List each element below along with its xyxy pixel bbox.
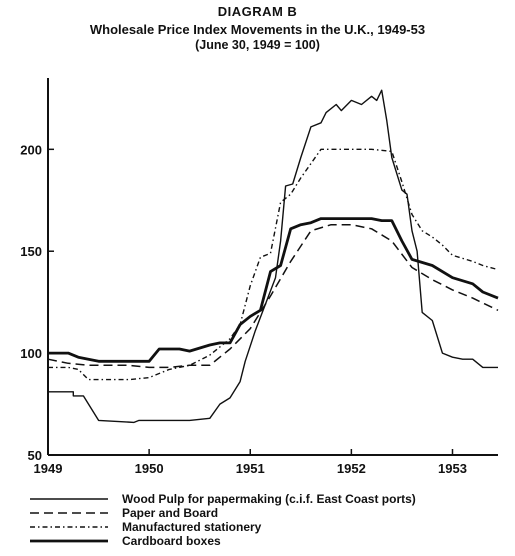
y-tick-label: 50 bbox=[28, 448, 42, 463]
chart-subtitle: (June 30, 1949 = 100) bbox=[195, 38, 320, 52]
y-tick-label: 200 bbox=[20, 142, 42, 157]
x-tick-label: 1950 bbox=[135, 461, 164, 476]
x-tick-label: 1953 bbox=[438, 461, 467, 476]
chart-header: DIAGRAM B Wholesale Price Index Movement… bbox=[0, 0, 515, 52]
y-tick-label: 150 bbox=[20, 244, 42, 259]
series-line-3 bbox=[48, 148, 499, 381]
chart-series bbox=[47, 89, 499, 424]
series-line-2 bbox=[47, 223, 499, 369]
x-tick-label: 1952 bbox=[337, 461, 366, 476]
chart-legend: Wood Pulp for papermaking (c.i.f. East C… bbox=[30, 492, 416, 548]
y-tick-label: 100 bbox=[20, 346, 42, 361]
legend-label-4: Cardboard boxes bbox=[122, 534, 221, 548]
legend-label-1: Wood Pulp for papermaking (c.i.f. East C… bbox=[122, 492, 416, 506]
legend-label-2: Paper and Board bbox=[122, 506, 218, 520]
x-tick-label: 1949 bbox=[34, 461, 63, 476]
chart-axes: 50 100 150 200 1949 1950 1951 1952 1953 bbox=[20, 78, 498, 476]
x-tick-label: 1951 bbox=[236, 461, 265, 476]
legend-label-3: Manufactured stationery bbox=[122, 520, 262, 534]
diagram-label: DIAGRAM B bbox=[217, 4, 298, 19]
series-line-4 bbox=[48, 217, 499, 363]
series-line-1 bbox=[48, 89, 498, 424]
chart-title: Wholesale Price Index Movements in the U… bbox=[89, 22, 426, 37]
